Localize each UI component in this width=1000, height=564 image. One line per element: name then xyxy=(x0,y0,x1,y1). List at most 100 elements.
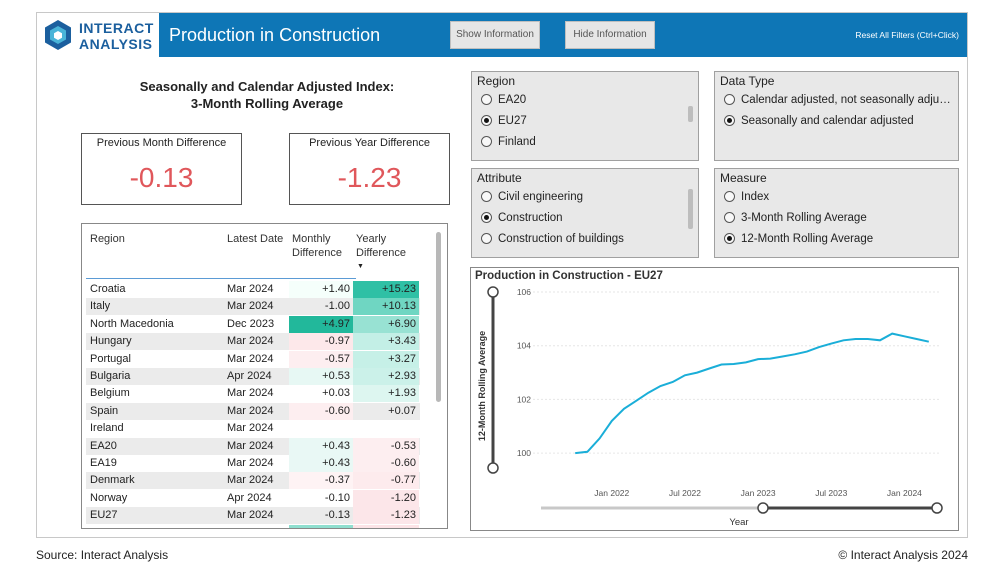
y-tick-label: 102 xyxy=(517,394,531,404)
slicer-option-measure[interactable]: Index xyxy=(724,191,769,204)
table-row[interactable]: Hungary Mar 2024 -0.97 +3.43 xyxy=(86,333,420,351)
slicer-option-region[interactable]: EU27 xyxy=(481,115,527,128)
table-row[interactable]: Belgium Mar 2024 +0.03 +1.93 xyxy=(86,385,420,403)
cell-latest-date: Mar 2024 xyxy=(227,352,274,365)
table-scrollbar[interactable] xyxy=(436,232,441,402)
kpi-year-label: Previous Year Difference xyxy=(309,137,430,149)
col-header-region[interactable]: Region xyxy=(90,233,125,245)
slicer-option-label: Seasonally and calendar adjusted xyxy=(741,115,914,127)
col-header-yearly-line1: Yearly xyxy=(356,233,387,245)
slicer-option-label: 3-Month Rolling Average xyxy=(741,212,867,224)
table-row[interactable]: Italy Mar 2024 -1.00 +10.13 xyxy=(86,298,420,316)
table-row[interactable]: Spain Mar 2024 -0.60 +0.07 xyxy=(86,402,420,420)
y-tick-label: 100 xyxy=(517,448,531,458)
region-slicer-scrollbar[interactable] xyxy=(688,106,693,122)
table-row[interactable]: EU27 Mar 2024 -0.13 -1.23 xyxy=(86,507,420,525)
radio-unselected-icon[interactable] xyxy=(481,136,492,147)
show-information-button[interactable]: Show Information xyxy=(450,21,540,49)
cell-region: Ireland xyxy=(90,422,124,435)
radio-unselected-icon[interactable] xyxy=(481,233,492,244)
slicer-option-attribute[interactable]: Civil engineering xyxy=(481,191,583,204)
cell-latest-date: Mar 2024 xyxy=(227,300,274,313)
radio-unselected-icon[interactable] xyxy=(481,94,492,105)
table-row[interactable]: Portugal Mar 2024 -0.57 +3.27 xyxy=(86,350,420,368)
radio-selected-icon[interactable] xyxy=(481,115,492,126)
col-header-monthly-line1: Monthly xyxy=(292,233,331,245)
x-tick-label: Jul 2022 xyxy=(669,488,701,498)
data-type-slicer-title: Data Type xyxy=(720,74,775,88)
radio-selected-icon[interactable] xyxy=(481,212,492,223)
table-row[interactable]: Bulgaria Apr 2024 +0.53 +2.93 xyxy=(86,368,420,385)
cell-monthly-difference: +4.97 xyxy=(289,315,353,333)
logo-text-line1: INTERACT xyxy=(79,20,154,36)
cell-yearly-difference: +1.93 xyxy=(353,385,419,403)
slicer-option-data-type[interactable]: Calendar adjusted, not seasonally adjus.… xyxy=(724,94,951,107)
region-slicer: Region EA20 EU27 Finland xyxy=(471,71,699,161)
table-row[interactable]: Norway Apr 2024 -0.10 -1.20 xyxy=(86,489,420,507)
slicer-option-label: Finland xyxy=(498,136,536,148)
cell-latest-date: Mar 2024 xyxy=(227,422,274,435)
x-tick-label: Jan 2024 xyxy=(887,488,922,498)
hide-information-button[interactable]: Hide Information xyxy=(565,21,655,49)
sort-descending-icon[interactable]: ▼ xyxy=(357,263,364,270)
hexagon-logo-icon xyxy=(45,20,71,50)
attribute-slicer-scrollbar[interactable] xyxy=(688,189,693,229)
cell-yearly-difference: +10.13 xyxy=(353,298,419,316)
cell-latest-date: Mar 2024 xyxy=(227,527,273,528)
x-slider-handle-right[interactable] xyxy=(931,502,943,514)
table-row[interactable]: Denmark Mar 2024 -0.37 -0.77 xyxy=(86,472,420,490)
col-header-latest-date[interactable]: Latest Date xyxy=(227,233,284,245)
cell-monthly-difference: +0.53 xyxy=(289,368,353,385)
logo: INTERACT ANALYSIS xyxy=(37,13,159,57)
slicer-option-measure[interactable]: 3-Month Rolling Average xyxy=(724,212,867,225)
slicer-option-region[interactable]: Finland xyxy=(481,136,536,149)
header-banner: INTERACT ANALYSIS Production in Construc… xyxy=(37,13,967,57)
cell-region: Spain xyxy=(90,404,119,417)
slicer-option-attribute[interactable]: Construction of buildings xyxy=(481,233,624,246)
col-header-monthly-line2: Difference xyxy=(292,247,342,259)
y-slider-handle-top[interactable] xyxy=(487,286,499,298)
cell-monthly-difference: -0.97 xyxy=(289,333,353,351)
radio-unselected-icon[interactable] xyxy=(481,191,492,202)
table-row[interactable]: EA19 Mar 2024 +0.43 -0.60 xyxy=(86,455,420,472)
copyright-note: © Interact Analysis 2024 xyxy=(838,548,968,562)
slicer-option-label: Index xyxy=(741,191,770,203)
reset-filters-button[interactable]: Reset All Filters (Ctrl+Click) xyxy=(855,30,959,40)
line-chart-panel: 100 102 104 106 Jan 2022 Jul 2022 Jan 2023 Jul … xyxy=(470,267,959,531)
x-slider-handle-left[interactable] xyxy=(757,502,769,514)
cell-yearly-difference: -1.20 xyxy=(353,489,419,507)
cell-yearly-difference: -0.77 xyxy=(353,472,419,490)
table-row[interactable]: Germany Mar 2024 +2.50-1.37 xyxy=(86,524,420,528)
table-row[interactable]: North Macedonia Dec 2023 +4.97 +6.90 xyxy=(86,315,420,333)
cell-latest-date: Apr 2024 xyxy=(227,491,272,504)
cell-monthly-difference: -0.13 xyxy=(324,509,350,522)
cell-yearly-difference: +6.90 xyxy=(353,315,419,333)
slicer-option-measure[interactable]: 12-Month Rolling Average xyxy=(724,233,873,246)
x-tick-label: Jan 2023 xyxy=(741,488,776,498)
slicer-option-attribute[interactable]: Construction xyxy=(481,212,563,225)
attribute-slicer-title: Attribute xyxy=(477,171,522,185)
cell-region: North Macedonia xyxy=(90,317,174,330)
kpi-previous-month: Previous Month Difference -0.13 xyxy=(81,133,242,205)
col-header-yearly-difference[interactable]: Yearly Difference xyxy=(356,232,406,260)
col-header-yearly-line2: Difference xyxy=(356,247,406,259)
cell-region: Hungary xyxy=(90,335,132,348)
col-header-monthly-difference[interactable]: Monthly Difference xyxy=(292,232,342,260)
slicer-option-data-type[interactable]: Seasonally and calendar adjusted xyxy=(724,115,914,128)
radio-unselected-icon[interactable] xyxy=(724,191,735,202)
table-row[interactable]: EA20 Mar 2024 +0.43 -0.53 xyxy=(86,437,420,455)
table-row[interactable]: Ireland Mar 2024 xyxy=(86,420,420,437)
cell-latest-date: Mar 2024 xyxy=(227,509,274,522)
radio-selected-icon[interactable] xyxy=(724,233,735,244)
table-row[interactable]: Croatia Mar 2024 +1.40 +15.23 xyxy=(86,281,420,298)
radio-unselected-icon[interactable] xyxy=(724,212,735,223)
radio-selected-icon[interactable] xyxy=(724,115,735,126)
region-table[interactable]: Region Latest Date Monthly Difference Ye… xyxy=(81,223,448,529)
slicer-option-region[interactable]: EA20 xyxy=(481,94,526,107)
cell-region: EA19 xyxy=(90,457,117,469)
y-slider-handle-bottom[interactable] xyxy=(487,462,499,474)
attribute-slicer: Attribute Civil engineering Construction C… xyxy=(471,168,699,258)
chart-title: Production in Construction - EU27 xyxy=(475,270,663,282)
radio-unselected-icon[interactable] xyxy=(724,94,735,105)
slicer-option-label: EU27 xyxy=(498,115,527,127)
